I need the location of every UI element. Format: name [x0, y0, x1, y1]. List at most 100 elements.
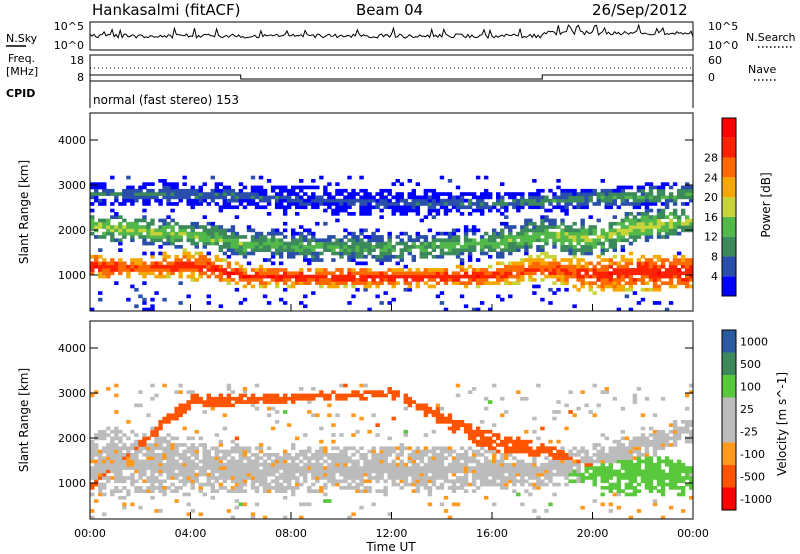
data-cell [644, 453, 650, 457]
data-cell [371, 502, 376, 507]
data-cell [102, 486, 107, 490]
data-cell [250, 396, 256, 401]
data-cell [516, 466, 521, 470]
data-cell [463, 472, 469, 477]
data-cell [202, 254, 207, 259]
data-cell [640, 261, 646, 266]
data-cell [262, 294, 268, 299]
data-cell [483, 443, 489, 447]
data-cell [423, 192, 429, 196]
data-cell [194, 400, 199, 404]
data-cell [411, 208, 417, 213]
data-cell [580, 505, 585, 510]
data-cell [419, 403, 425, 408]
data-cell [90, 476, 95, 480]
colorbar-segment [722, 118, 736, 138]
data-cell [166, 469, 171, 474]
data-cell [150, 479, 155, 484]
data-cell [552, 261, 557, 266]
data-cell [375, 258, 380, 262]
data-cell [556, 268, 561, 272]
data-cell [560, 456, 565, 460]
data-cell [178, 462, 183, 467]
data-cell [676, 472, 682, 477]
data-cell [106, 188, 111, 193]
data-cell [286, 396, 292, 401]
data-cell [439, 198, 445, 203]
data-cell [636, 225, 642, 229]
data-cell [286, 462, 292, 467]
data-cell [154, 274, 159, 279]
data-cell [604, 188, 609, 193]
data-cell [487, 443, 493, 447]
data-cell [688, 482, 694, 487]
data-cell [367, 476, 372, 480]
data-cell [648, 264, 654, 269]
data-cell [447, 486, 453, 490]
data-cell [226, 198, 232, 203]
data-cell [500, 469, 505, 474]
data-cell [331, 439, 336, 444]
data-cell [552, 231, 557, 236]
data-cell [266, 212, 272, 216]
data-cell [202, 453, 207, 457]
data-cell [668, 228, 674, 233]
data-cell [636, 188, 642, 193]
data-cell [536, 482, 541, 487]
data-cell [423, 268, 429, 272]
data-cell [411, 278, 417, 282]
data-cell [218, 278, 224, 282]
data-cell [315, 221, 320, 226]
data-cell [668, 195, 674, 200]
data-cell [291, 486, 296, 490]
data-cell [512, 238, 517, 243]
data-cell [379, 271, 384, 276]
data-cell [664, 476, 670, 480]
data-cell [584, 466, 589, 470]
data-cell [379, 489, 384, 493]
data-cell [628, 515, 634, 520]
data-cell [652, 281, 658, 285]
data-cell [102, 221, 107, 226]
data-cell [242, 235, 248, 239]
velocity-heatmap [90, 383, 694, 520]
data-cell [154, 446, 159, 451]
data-cell [435, 413, 441, 418]
data-cell [636, 449, 642, 454]
data-cell [395, 179, 400, 183]
data-cell [656, 466, 662, 470]
data-cell [399, 258, 404, 262]
data-cell [688, 383, 694, 388]
data-cell [198, 185, 203, 190]
data-cell [520, 198, 525, 203]
data-cell [335, 456, 340, 460]
data-cell [379, 248, 384, 252]
data-cell [604, 268, 609, 272]
data-cell [307, 456, 312, 460]
data-cell [311, 248, 316, 252]
data-cell [580, 456, 585, 460]
data-cell [475, 278, 481, 282]
data-cell [435, 446, 441, 451]
data-cell [327, 195, 332, 200]
data-cell [246, 278, 252, 282]
data-cell [644, 469, 650, 474]
data-cell [403, 231, 408, 236]
data-cell [580, 218, 585, 223]
data-cell [367, 271, 372, 276]
data-cell [664, 215, 670, 219]
data-cell [564, 278, 569, 282]
data-cell [516, 492, 521, 497]
data-cell [467, 254, 473, 259]
data-cell [110, 258, 115, 262]
data-cell [596, 443, 601, 447]
data-cell [226, 205, 232, 210]
data-cell [375, 281, 380, 285]
data-cell [528, 195, 533, 200]
data-cell [676, 261, 682, 266]
data-cell [202, 225, 207, 229]
data-cell [439, 231, 445, 236]
data-cell [423, 195, 429, 200]
data-cell [90, 459, 95, 464]
data-cell [676, 436, 682, 441]
